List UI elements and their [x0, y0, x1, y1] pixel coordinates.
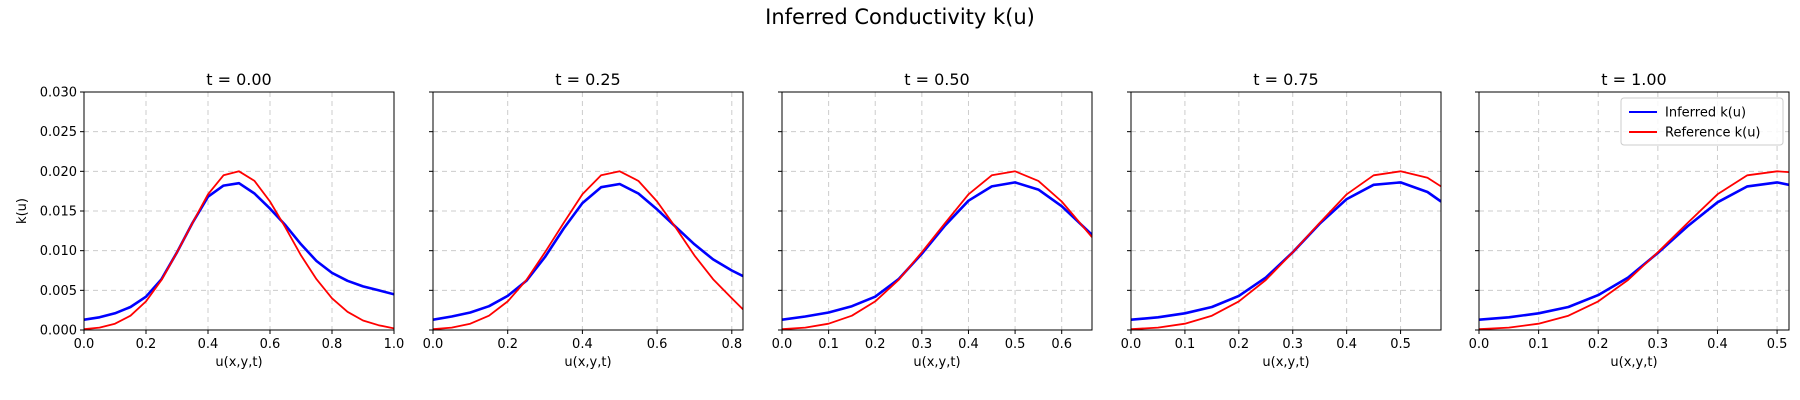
x-tick-label: 0.3 [912, 337, 933, 352]
x-tick-label: 0.0 [1469, 337, 1490, 352]
series-line-inferred [84, 181, 394, 321]
legend: Inferred k(u) Reference k(u) [1620, 97, 1784, 146]
x-axis-label: u(x,y,t) [1262, 355, 1309, 370]
x-tick-label: 0.1 [818, 337, 839, 352]
x-tick-label: 0.8 [721, 337, 742, 352]
y-tick-label: 0.015 [40, 205, 77, 220]
panel-title: t = 0.25 [555, 70, 620, 89]
chart-panel-1: 0.0 0.2 0.4 0.6 0.8 t = 0.25 u(x,y,t) [423, 70, 744, 370]
legend-label-inferred: Inferred k(u) [1665, 106, 1746, 121]
series-line-reference [782, 170, 1092, 330]
panel-title: t = 1.00 [1601, 70, 1666, 89]
series-line-reference [1131, 170, 1441, 330]
x-tick-label: 0.6 [260, 337, 281, 352]
x-tick-label: 0.4 [958, 337, 979, 352]
y-tick-label: 0.025 [40, 125, 77, 140]
x-tick-label: 0.0 [772, 337, 793, 352]
x-tick-label: 0.4 [1336, 337, 1357, 352]
x-tick-label: 0.3 [1648, 337, 1669, 352]
x-tick-label: 0.2 [865, 337, 886, 352]
x-tick-label: 0.4 [572, 337, 593, 352]
y-tick-label: 0.020 [40, 165, 77, 180]
figure-title: Inferred Conductivity k(u) [765, 5, 1035, 29]
x-tick-label: 0.4 [198, 337, 219, 352]
chart-panel-2: 0.0 0.1 0.2 0.3 0.4 0.5 0.6 t = 0.50 u(x,y,t) [772, 70, 1093, 370]
x-tick-label: 0.2 [1228, 337, 1249, 352]
x-tick-label: 1.0 [384, 337, 405, 352]
chart-panel-3: 0.0 0.1 0.2 0.3 0.4 0.5 t = 0.75 u(x,y,t) [1121, 70, 1442, 370]
x-tick-label: 0.0 [1121, 337, 1142, 352]
panel-title: t = 0.75 [1253, 70, 1318, 89]
series-line-reference [433, 170, 743, 330]
panel-title: t = 0.50 [904, 70, 969, 89]
x-axis-label: u(x,y,t) [564, 355, 611, 370]
y-axis-label: k(u) [15, 198, 30, 224]
x-axis-label: u(x,y,t) [1610, 355, 1657, 370]
x-tick-label: 0.2 [136, 337, 157, 352]
x-axis-label: u(x,y,t) [215, 355, 262, 370]
y-tick-label: 0.005 [40, 284, 77, 299]
x-tick-label: 0.6 [1051, 337, 1072, 352]
panels: 0.0 0.2 0.4 0.6 0.8 1.0 0.000 0.005 0.010 0.015 0.… [15, 70, 1790, 370]
x-tick-label: 0.2 [1588, 337, 1609, 352]
y-tick-label: 0.010 [40, 244, 77, 259]
x-tick-label: 0.0 [74, 337, 95, 352]
x-tick-label: 0.5 [1390, 337, 1411, 352]
x-tick-label: 0.0 [423, 337, 444, 352]
y-tick-label: 0.000 [40, 324, 77, 339]
series-line-reference [1479, 170, 1789, 330]
panel-title: t = 0.00 [206, 70, 271, 89]
legend-label-reference: Reference k(u) [1665, 126, 1761, 141]
x-tick-label: 0.1 [1528, 337, 1549, 352]
x-tick-label: 0.4 [1707, 337, 1728, 352]
y-tick-label: 0.030 [40, 86, 77, 101]
x-axis-label: u(x,y,t) [913, 355, 960, 370]
chart-panel-4: 0.0 0.1 0.2 0.3 0.4 0.5 t = 1.00 u(x,y,t) [1469, 70, 1790, 370]
series-line-reference [84, 170, 394, 330]
x-tick-label: 0.5 [1767, 337, 1788, 352]
legend-box [1620, 97, 1784, 146]
x-tick-label: 0.6 [647, 337, 668, 352]
x-tick-label: 0.5 [1005, 337, 1026, 352]
chart-panel-0: 0.0 0.2 0.4 0.6 0.8 1.0 0.000 0.005 0.010 0.015 0.… [15, 70, 404, 370]
series-line-inferred [433, 182, 743, 321]
series-line-inferred [782, 181, 1092, 321]
x-tick-label: 0.3 [1282, 337, 1303, 352]
x-tick-label: 0.2 [497, 337, 518, 352]
x-tick-label: 0.1 [1175, 337, 1196, 352]
x-tick-label: 0.8 [322, 337, 343, 352]
